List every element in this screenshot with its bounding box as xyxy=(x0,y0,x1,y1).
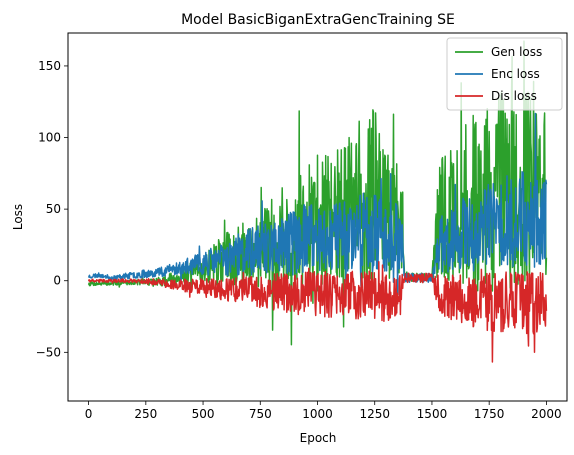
y-tick-label: 50 xyxy=(46,202,61,216)
series-line-enc-loss xyxy=(87,112,548,296)
x-axis-title: Epoch xyxy=(300,431,337,445)
y-tick-label: 150 xyxy=(38,59,61,73)
x-tick-label: 1000 xyxy=(302,407,333,421)
y-axis: −50 0 50 100 150 xyxy=(36,59,68,359)
x-tick-label: 2000 xyxy=(531,407,562,421)
y-tick-label: 100 xyxy=(38,131,61,145)
x-tick-label: 1750 xyxy=(474,407,505,421)
legend-label: Enc loss xyxy=(491,67,540,81)
x-tick-label: 750 xyxy=(249,407,272,421)
x-tick-label: 0 xyxy=(85,407,93,421)
y-axis-title: Loss xyxy=(11,204,25,230)
legend-box xyxy=(446,37,563,111)
x-axis: 0 250 500 750 1000 1250 1500 1750 2000 xyxy=(85,401,562,421)
x-tick-label: 250 xyxy=(134,407,157,421)
y-tick-label: −50 xyxy=(36,345,61,359)
y-tick-label: 0 xyxy=(53,274,61,288)
x-tick-label: 1500 xyxy=(417,407,448,421)
legend-label: Dis loss xyxy=(491,89,537,103)
chart-title: Model BasicBiganExtraGencTraining SE xyxy=(181,12,455,28)
series-line-dis-loss xyxy=(87,260,548,363)
x-tick-label: 1250 xyxy=(359,407,390,421)
series-layer xyxy=(87,40,548,363)
x-tick-label: 500 xyxy=(192,407,215,421)
legend-label: Gen loss xyxy=(491,45,542,59)
legend: Gen loss Enc loss Dis loss xyxy=(446,37,563,111)
